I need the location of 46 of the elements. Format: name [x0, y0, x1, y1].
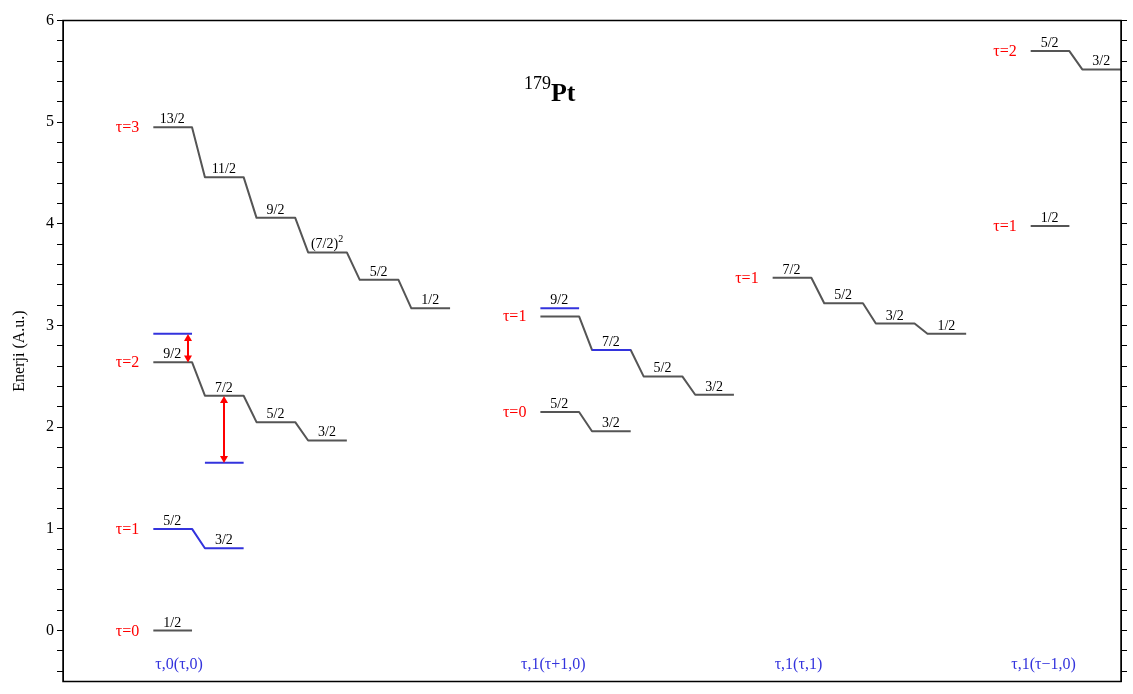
annotation: 1/2 [1040, 209, 1059, 225]
annotation: 1/2 [937, 317, 956, 333]
annotation: 9/2 [266, 201, 285, 217]
annotation: 13/2 [159, 111, 185, 127]
annotation: 5/2 [653, 360, 672, 376]
annotation: 5/2 [369, 263, 388, 279]
series-label: τ=1 [115, 519, 140, 537]
annotation: 3/2 [601, 415, 620, 431]
series-label: τ=0 [115, 621, 140, 639]
y-tick-label: 1 [46, 519, 54, 537]
y-tick-label: 2 [46, 417, 54, 435]
series-label: τ=0 [502, 403, 527, 420]
y-tick-label: 0 [46, 620, 54, 638]
x-tick-label: τ,1(τ−1,0) [1011, 655, 1076, 674]
annotation: 3/2 [885, 307, 904, 323]
annotation: 5/2 [834, 287, 853, 303]
annotation: 1/2 [421, 292, 440, 308]
annotation: 7/2 [782, 261, 801, 277]
y-axis-title: Enerji (A.u.) [9, 310, 28, 392]
y-tick-label: 5 [46, 112, 54, 130]
y-tick-label: 3 [46, 315, 54, 333]
y-tick-label: 6 [46, 10, 54, 28]
annotation: 7/2 [601, 333, 620, 349]
annotation: 9/2 [550, 292, 569, 308]
annotation: 5/2 [1040, 35, 1059, 51]
x-tick-label: τ,0(τ,0) [155, 655, 203, 674]
annotation: 5/2 [163, 512, 182, 528]
series-label: τ=1 [502, 307, 527, 325]
annotation: 3/2 [1092, 53, 1111, 69]
annotation: 1/2 [163, 614, 182, 630]
series-label: τ=3 [115, 118, 140, 136]
x-tick-label: τ,1(τ+1,0) [521, 655, 586, 674]
annotation: 7/2 [214, 379, 233, 395]
annotation: 5/2 [550, 396, 569, 411]
x-tick-label: τ,1(τ,1) [774, 655, 823, 674]
annotation: 3/2 [705, 378, 724, 394]
annotation: 9/2 [163, 346, 182, 362]
annotation: 3/2 [214, 532, 233, 548]
annotation: 5/2 [266, 406, 285, 422]
series-label: τ=1 [735, 268, 759, 286]
series-label: τ=2 [115, 353, 140, 371]
y-tick-label: 4 [46, 214, 54, 232]
series-label: τ=1 [993, 216, 1017, 234]
annotation: 11/2 [211, 161, 237, 177]
annotation: 3/2 [318, 424, 336, 440]
series-label: τ=2 [993, 42, 1017, 60]
